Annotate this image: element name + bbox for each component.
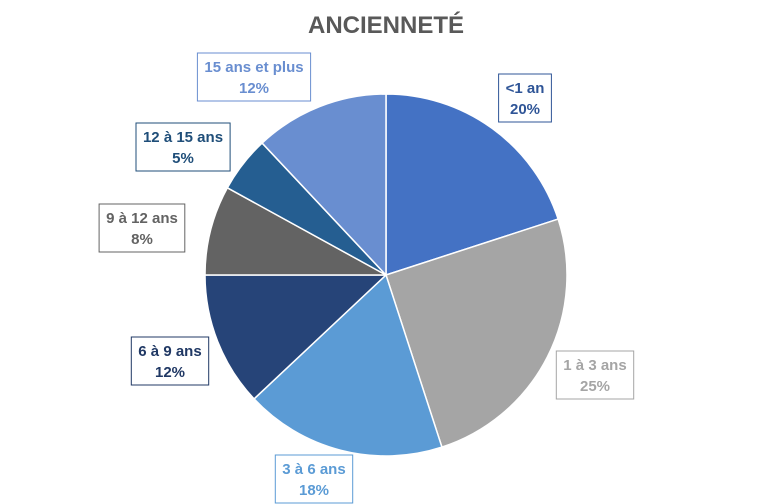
pie-slice-1-a-3-ans (385, 218, 568, 449)
data-label-category: 15 ans et plus (204, 59, 303, 76)
data-label-value: 8% (131, 231, 153, 248)
data-label-box (555, 350, 635, 400)
data-label-value: 12% (239, 80, 269, 97)
data-label-category: 6 à 9 ans (138, 343, 201, 360)
data-label-box (135, 122, 231, 172)
pie-slice-15-ans-et-plus (261, 93, 387, 277)
pie-slice-9-a-12-ans (204, 186, 387, 276)
data-label-value: 5% (172, 150, 194, 167)
data-label-9-a-12-ans: 9 à 12 ans 8% (98, 203, 186, 253)
pie-slice-6-a-9-ans (204, 274, 388, 400)
data-label-box (130, 336, 210, 386)
data-label-6-a-9-ans: 6 à 9 ans 12% (130, 336, 210, 386)
data-label-15-ans-et-plus: 15 ans et plus 12% (196, 52, 312, 102)
data-label-lt-1-an: <1 an 20% (498, 73, 552, 123)
data-label-value: 18% (299, 482, 329, 499)
pie-slice-lt-1-an (385, 93, 560, 277)
data-label-12-a-15-ans: 12 à 15 ans 5% (135, 122, 231, 172)
data-label-category: 3 à 6 ans (282, 461, 345, 478)
data-label-category: <1 an (506, 80, 545, 97)
data-label-value: 25% (580, 378, 610, 395)
data-label-value: 20% (510, 101, 540, 118)
data-label-category: 1 à 3 ans (563, 357, 626, 374)
data-label-category: 12 à 15 ans (143, 129, 223, 146)
chart-title: ANCIENNETÉ (308, 11, 464, 39)
data-label-value: 12% (155, 364, 185, 381)
data-label-1-a-3-ans: 1 à 3 ans 25% (555, 350, 635, 400)
pie-slice-3-a-6-ans (252, 273, 443, 457)
data-label-box (196, 52, 312, 102)
data-label-3-a-6-ans: 3 à 6 ans 18% (274, 454, 354, 504)
data-label-box (498, 73, 552, 123)
pie-slices (204, 93, 568, 457)
data-label-category: 9 à 12 ans (106, 210, 178, 227)
data-label-box (98, 203, 186, 253)
pie-data-labels: <1 an 20% 1 à 3 ans 25% 3 à 6 ans 18% 6 à 9 an… (98, 52, 635, 504)
data-label-box (274, 454, 354, 504)
